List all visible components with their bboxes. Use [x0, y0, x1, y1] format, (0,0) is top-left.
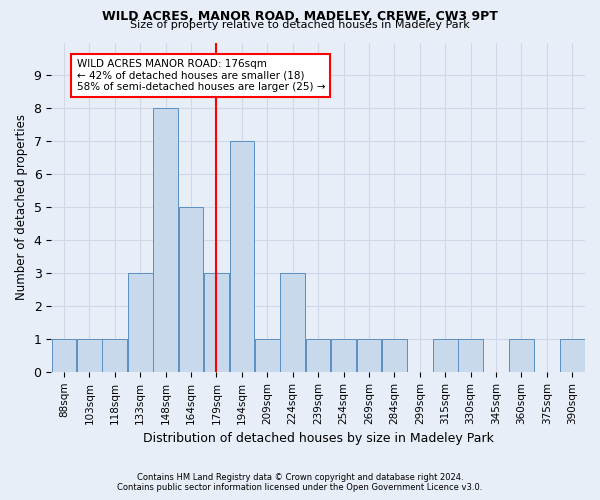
Text: Contains public sector information licensed under the Open Government Licence v3: Contains public sector information licen… [118, 484, 482, 492]
Text: WILD ACRES MANOR ROAD: 176sqm
← 42% of detached houses are smaller (18)
58% of s: WILD ACRES MANOR ROAD: 176sqm ← 42% of d… [77, 59, 325, 92]
Bar [154, 108, 178, 372]
Bar [77, 339, 102, 372]
Bar [52, 339, 76, 372]
Y-axis label: Number of detached properties: Number of detached properties [15, 114, 28, 300]
Bar [509, 339, 534, 372]
Bar [230, 142, 254, 372]
Bar [103, 339, 127, 372]
Bar [280, 273, 305, 372]
Bar [179, 207, 203, 372]
Text: Contains HM Land Registry data © Crown copyright and database right 2024.: Contains HM Land Registry data © Crown c… [137, 474, 463, 482]
Bar [306, 339, 331, 372]
X-axis label: Distribution of detached houses by size in Madeley Park: Distribution of detached houses by size … [143, 432, 494, 445]
Bar [204, 273, 229, 372]
Bar [433, 339, 458, 372]
Text: WILD ACRES, MANOR ROAD, MADELEY, CREWE, CW3 9PT: WILD ACRES, MANOR ROAD, MADELEY, CREWE, … [102, 10, 498, 23]
Bar [458, 339, 483, 372]
Bar [382, 339, 407, 372]
Bar [560, 339, 584, 372]
Text: Size of property relative to detached houses in Madeley Park: Size of property relative to detached ho… [130, 20, 470, 30]
Bar [128, 273, 152, 372]
Bar [255, 339, 280, 372]
Bar [331, 339, 356, 372]
Bar [356, 339, 381, 372]
